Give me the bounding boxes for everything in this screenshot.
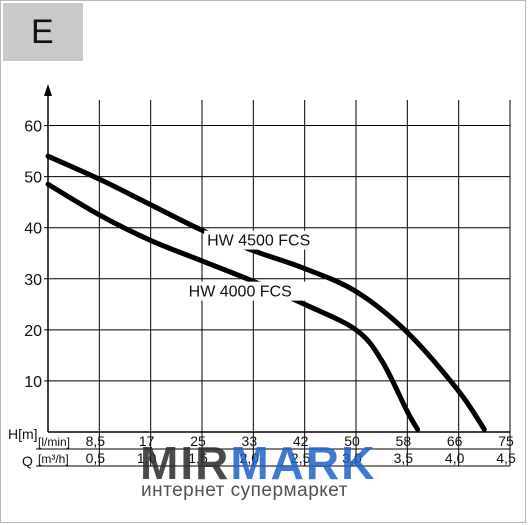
x-tick-label: 75 (498, 433, 514, 449)
y-axis-arrow (44, 84, 52, 96)
series-line-1 (45, 153, 487, 432)
y-tick-label: 30 (24, 272, 42, 289)
grid (48, 100, 511, 432)
x-tick-label: 42 (293, 433, 309, 449)
y-tick-label: 50 (24, 170, 42, 187)
series-line-2 (45, 181, 421, 432)
section-letter: E (31, 13, 54, 51)
x-tick-label: 50 (344, 433, 360, 449)
x-tick-label: 66 (447, 433, 463, 449)
x-tick-label: 3,5 (394, 450, 414, 466)
series-label-2: HW 4000 FCS (189, 284, 292, 301)
watermark-part-2: MARK (230, 437, 377, 489)
series-label-bg (204, 230, 327, 250)
watermark-logo: MIRMARK (140, 436, 376, 490)
x-tick-label: 2,5 (291, 450, 311, 466)
y-tick-label: 40 (24, 221, 42, 238)
x-tick-label: 0,5 (86, 450, 106, 466)
x-tick-label: 1,5 (188, 450, 208, 466)
labels: 10 20 30 40 50 60 H[m] Q [l/min] 8,5 17 25 33 42 50 58 6… (8, 119, 516, 469)
y-tick-label: 60 (24, 119, 42, 136)
watermark-part-1: MIR (140, 437, 231, 489)
x-tick-label: 58 (396, 433, 412, 449)
x-unit-label: [l/min] (38, 435, 70, 449)
x-tick-label: 25 (190, 433, 206, 449)
x-tick-label: 2,0 (240, 450, 260, 466)
series-label-bg (185, 281, 308, 301)
axes (36, 84, 511, 467)
y-axis-label: H[m] (8, 426, 38, 442)
x-tick-label: 4,5 (496, 450, 516, 466)
x-tick-label: 33 (242, 433, 258, 449)
y-tick-label: 10 (24, 374, 42, 391)
series-label-1: HW 4500 FCS (207, 233, 310, 250)
watermark-subtitle: интернет супермаркет (141, 480, 348, 501)
x-tick-label: 8,5 (86, 433, 106, 449)
x-tick-label: 3,0 (342, 450, 362, 466)
section-badge: E (3, 3, 83, 61)
x-tick-label: 17 (139, 433, 155, 449)
y-tick-label: 20 (24, 323, 42, 340)
x-axis-label: Q (22, 453, 33, 469)
x-tick-label: 4,0 (445, 450, 465, 466)
x-unit-label: [m³/h] (38, 452, 69, 466)
x-tick-label: 1,0 (137, 450, 157, 466)
